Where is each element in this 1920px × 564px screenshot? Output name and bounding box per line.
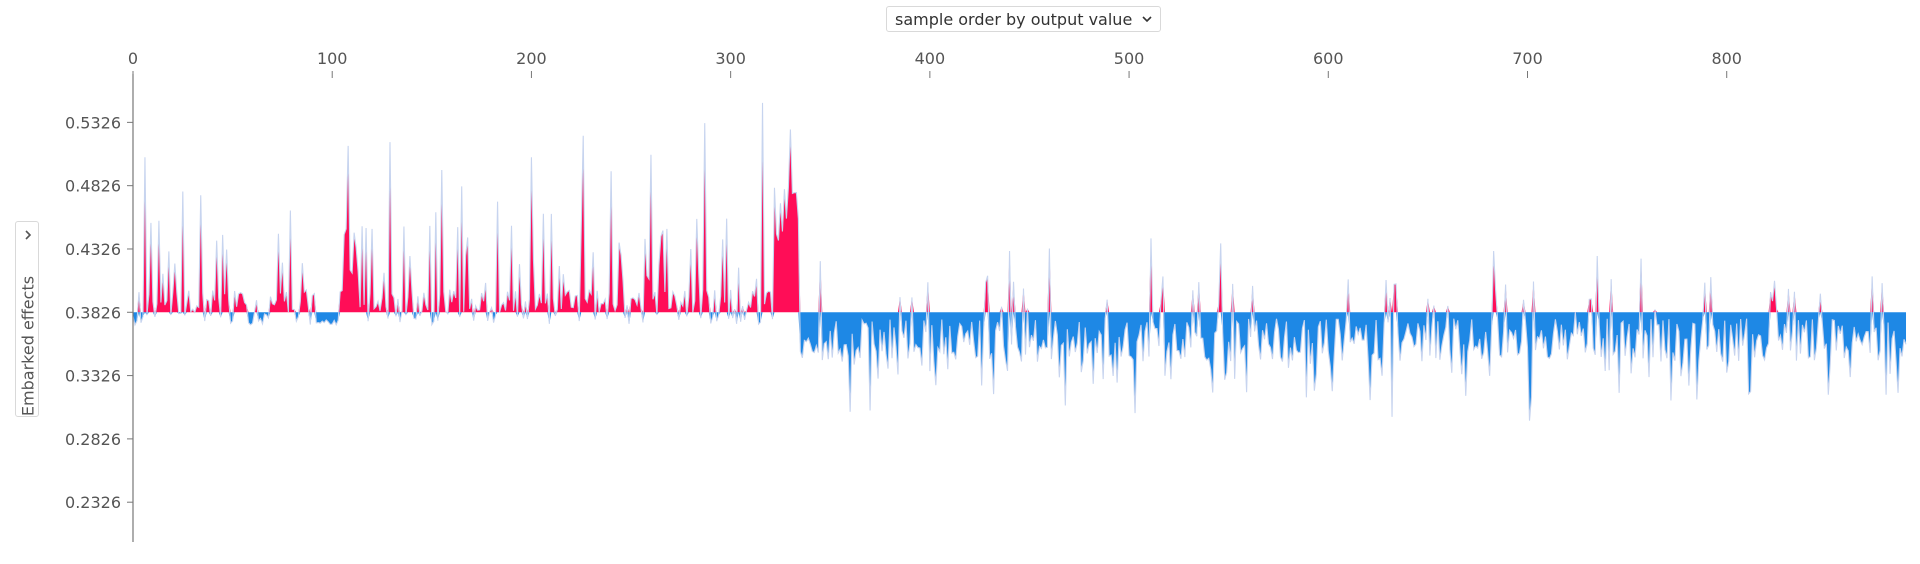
effect-area-group [132,102,1907,421]
x-tick-label: 400 [915,49,946,68]
x-tick-label: 800 [1711,49,1742,68]
x-tick-label: 0 [128,49,138,68]
x-tick-label: 700 [1512,49,1543,68]
y-tick-label: 0.2826 [65,430,121,449]
x-tick-label: 100 [317,49,348,68]
sample-order-select-label: sample order by output value [895,9,1133,29]
x-tick-label: 200 [516,49,547,68]
y-tick-label: 0.5326 [65,113,121,132]
x-tick-label: 300 [715,49,746,68]
y-tick-label: 0.3826 [65,303,121,322]
x-tick-label: 600 [1313,49,1344,68]
chevron-right-icon [25,230,32,240]
x-tick-label: 500 [1114,49,1145,68]
y-tick-label: 0.4326 [65,240,121,259]
axes-group: 0 100 200 300 400 500 600 700 800 0.5326 0.4826 0.4… [65,49,1920,542]
chevron-down-icon [1142,16,1152,23]
y-tick-label: 0.3326 [65,367,121,386]
negative-effect-area [133,312,1907,421]
y-feature-select[interactable]: Embarked effects [15,221,39,417]
y-tick-label: 0.2326 [65,493,121,512]
effect-outline-line [132,102,1907,421]
sample-order-select[interactable]: sample order by output value [886,6,1162,32]
y-tick-label: 0.4826 [65,177,121,196]
